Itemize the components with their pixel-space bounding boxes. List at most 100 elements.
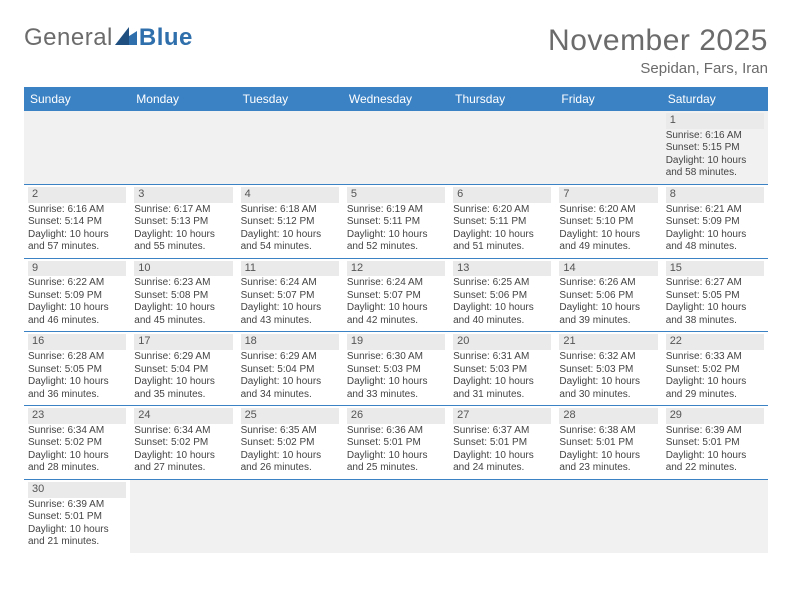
sunrise-text: Sunrise: 6:32 AM (559, 351, 657, 364)
day-number: 13 (453, 261, 551, 277)
day-number: 5 (347, 187, 445, 203)
day-number: 8 (666, 187, 764, 203)
sunset-text: Sunset: 5:03 PM (559, 364, 657, 377)
day-details: Sunrise: 6:36 AMSunset: 5:01 PMDaylight:… (347, 424, 445, 475)
daylight-text: Daylight: 10 hours and 54 minutes. (241, 229, 339, 254)
day-details: Sunrise: 6:34 AMSunset: 5:02 PMDaylight:… (28, 424, 126, 475)
calendar-cell (237, 479, 343, 552)
header-bar: General Blue November 2025 Sepidan, Fars… (24, 24, 768, 77)
calendar-cell: 3Sunrise: 6:17 AMSunset: 5:13 PMDaylight… (130, 184, 236, 258)
sunset-text: Sunset: 5:01 PM (559, 437, 657, 450)
sunset-text: Sunset: 5:14 PM (28, 216, 126, 229)
sunrise-text: Sunrise: 6:20 AM (559, 204, 657, 217)
sunrise-text: Sunrise: 6:16 AM (28, 204, 126, 217)
day-number: 15 (666, 261, 764, 277)
location-subtitle: Sepidan, Fars, Iran (548, 60, 768, 77)
calendar-weekday-header: Sunday Monday Tuesday Wednesday Thursday… (24, 87, 768, 111)
daylight-text: Daylight: 10 hours and 38 minutes. (666, 302, 764, 327)
sunset-text: Sunset: 5:02 PM (134, 437, 232, 450)
day-details: Sunrise: 6:35 AMSunset: 5:02 PMDaylight:… (241, 424, 339, 475)
day-details: Sunrise: 6:32 AMSunset: 5:03 PMDaylight:… (559, 350, 657, 401)
daylight-text: Daylight: 10 hours and 43 minutes. (241, 302, 339, 327)
calendar-cell: 28Sunrise: 6:38 AMSunset: 5:01 PMDayligh… (555, 406, 661, 480)
day-details: Sunrise: 6:39 AMSunset: 5:01 PMDaylight:… (28, 498, 126, 549)
sunrise-text: Sunrise: 6:39 AM (28, 499, 126, 512)
weekday-heading: Saturday (662, 87, 768, 111)
day-number: 2 (28, 187, 126, 203)
sunset-text: Sunset: 5:06 PM (559, 290, 657, 303)
calendar-cell: 2Sunrise: 6:16 AMSunset: 5:14 PMDaylight… (24, 184, 130, 258)
sunrise-text: Sunrise: 6:22 AM (28, 277, 126, 290)
day-details: Sunrise: 6:18 AMSunset: 5:12 PMDaylight:… (241, 203, 339, 254)
day-details: Sunrise: 6:25 AMSunset: 5:06 PMDaylight:… (453, 276, 551, 327)
calendar-cell: 4Sunrise: 6:18 AMSunset: 5:12 PMDaylight… (237, 184, 343, 258)
sunset-text: Sunset: 5:01 PM (666, 437, 764, 450)
day-details: Sunrise: 6:38 AMSunset: 5:01 PMDaylight:… (559, 424, 657, 475)
calendar-cell: 8Sunrise: 6:21 AMSunset: 5:09 PMDaylight… (662, 184, 768, 258)
day-details: Sunrise: 6:34 AMSunset: 5:02 PMDaylight:… (134, 424, 232, 475)
calendar-cell (130, 111, 236, 184)
daylight-text: Daylight: 10 hours and 33 minutes. (347, 376, 445, 401)
weekday-heading: Thursday (449, 87, 555, 111)
day-details: Sunrise: 6:23 AMSunset: 5:08 PMDaylight:… (134, 276, 232, 327)
sunrise-text: Sunrise: 6:28 AM (28, 351, 126, 364)
day-number: 19 (347, 334, 445, 350)
daylight-text: Daylight: 10 hours and 28 minutes. (28, 450, 126, 475)
daylight-text: Daylight: 10 hours and 21 minutes. (28, 524, 126, 549)
calendar-cell: 12Sunrise: 6:24 AMSunset: 5:07 PMDayligh… (343, 258, 449, 332)
sunset-text: Sunset: 5:07 PM (347, 290, 445, 303)
weekday-heading: Wednesday (343, 87, 449, 111)
day-details: Sunrise: 6:27 AMSunset: 5:05 PMDaylight:… (666, 276, 764, 327)
daylight-text: Daylight: 10 hours and 52 minutes. (347, 229, 445, 254)
calendar-cell (449, 111, 555, 184)
sunset-text: Sunset: 5:12 PM (241, 216, 339, 229)
day-details: Sunrise: 6:28 AMSunset: 5:05 PMDaylight:… (28, 350, 126, 401)
day-details: Sunrise: 6:30 AMSunset: 5:03 PMDaylight:… (347, 350, 445, 401)
sunset-text: Sunset: 5:01 PM (453, 437, 551, 450)
brand-part2: Blue (139, 24, 193, 52)
day-number: 28 (559, 408, 657, 424)
day-number: 6 (453, 187, 551, 203)
calendar-cell: 29Sunrise: 6:39 AMSunset: 5:01 PMDayligh… (662, 406, 768, 480)
day-number: 20 (453, 334, 551, 350)
day-details: Sunrise: 6:20 AMSunset: 5:10 PMDaylight:… (559, 203, 657, 254)
sunrise-text: Sunrise: 6:18 AM (241, 204, 339, 217)
daylight-text: Daylight: 10 hours and 51 minutes. (453, 229, 551, 254)
sunset-text: Sunset: 5:09 PM (666, 216, 764, 229)
day-number: 4 (241, 187, 339, 203)
sunrise-text: Sunrise: 6:16 AM (666, 130, 764, 143)
sunrise-text: Sunrise: 6:35 AM (241, 425, 339, 438)
calendar-cell (130, 479, 236, 552)
sunrise-text: Sunrise: 6:23 AM (134, 277, 232, 290)
day-details: Sunrise: 6:16 AMSunset: 5:15 PMDaylight:… (666, 129, 764, 180)
day-details: Sunrise: 6:37 AMSunset: 5:01 PMDaylight:… (453, 424, 551, 475)
title-block: November 2025 Sepidan, Fars, Iran (548, 24, 768, 77)
sunset-text: Sunset: 5:02 PM (666, 364, 764, 377)
day-number: 17 (134, 334, 232, 350)
sunset-text: Sunset: 5:04 PM (134, 364, 232, 377)
daylight-text: Daylight: 10 hours and 42 minutes. (347, 302, 445, 327)
daylight-text: Daylight: 10 hours and 57 minutes. (28, 229, 126, 254)
calendar-cell: 14Sunrise: 6:26 AMSunset: 5:06 PMDayligh… (555, 258, 661, 332)
day-number: 24 (134, 408, 232, 424)
daylight-text: Daylight: 10 hours and 27 minutes. (134, 450, 232, 475)
calendar-cell (343, 111, 449, 184)
day-details: Sunrise: 6:19 AMSunset: 5:11 PMDaylight:… (347, 203, 445, 254)
sail-icon (115, 27, 137, 45)
day-number: 10 (134, 261, 232, 277)
daylight-text: Daylight: 10 hours and 49 minutes. (559, 229, 657, 254)
calendar-cell: 24Sunrise: 6:34 AMSunset: 5:02 PMDayligh… (130, 406, 236, 480)
sunrise-text: Sunrise: 6:25 AM (453, 277, 551, 290)
weekday-heading: Sunday (24, 87, 130, 111)
day-number: 21 (559, 334, 657, 350)
day-details: Sunrise: 6:16 AMSunset: 5:14 PMDaylight:… (28, 203, 126, 254)
day-details: Sunrise: 6:26 AMSunset: 5:06 PMDaylight:… (559, 276, 657, 327)
day-number: 3 (134, 187, 232, 203)
sunset-text: Sunset: 5:10 PM (559, 216, 657, 229)
day-number: 1 (666, 113, 764, 129)
day-number: 11 (241, 261, 339, 277)
calendar-cell: 11Sunrise: 6:24 AMSunset: 5:07 PMDayligh… (237, 258, 343, 332)
daylight-text: Daylight: 10 hours and 31 minutes. (453, 376, 551, 401)
calendar-cell: 1Sunrise: 6:16 AMSunset: 5:15 PMDaylight… (662, 111, 768, 184)
calendar-cell (449, 479, 555, 552)
